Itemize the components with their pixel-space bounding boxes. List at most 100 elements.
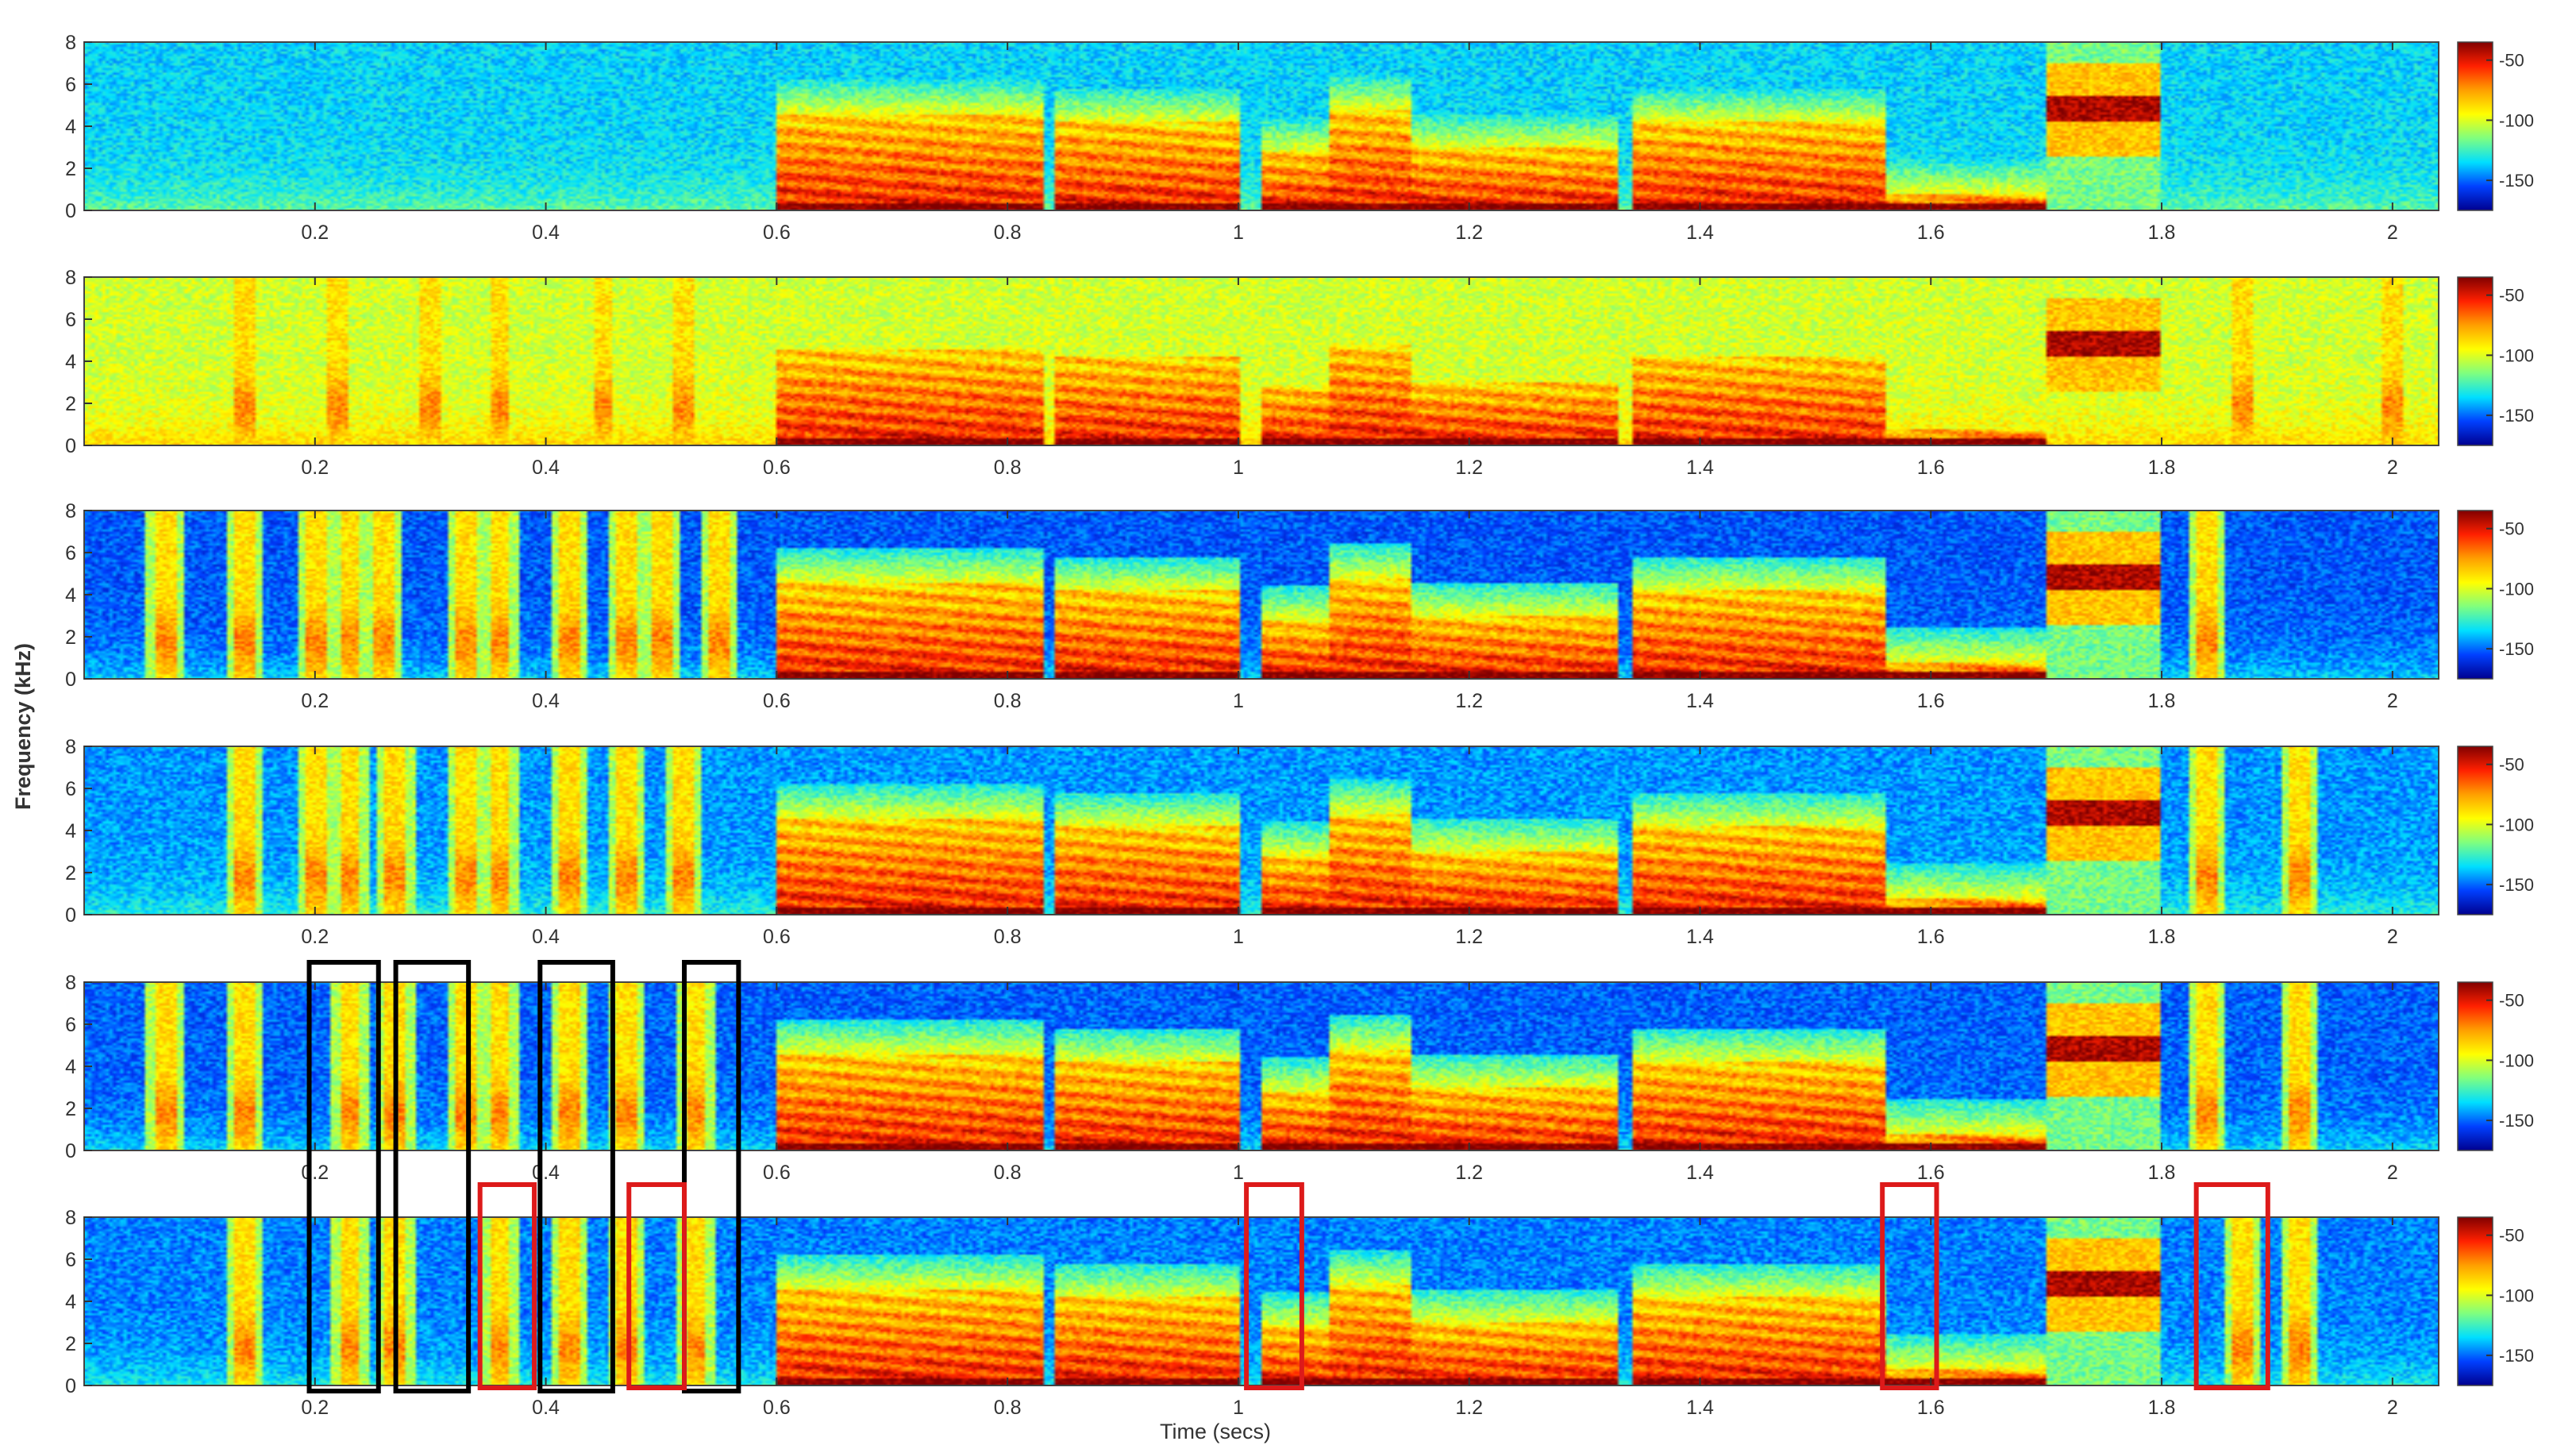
red-annotation-box (1244, 1182, 1304, 1390)
x-tick-label: 0.8 (994, 222, 1022, 244)
colorbar-tick-label: -50 (2499, 286, 2524, 306)
black-annotation-box (682, 960, 741, 1393)
x-tick-label: 1.8 (2148, 222, 2176, 244)
x-tick-label: 0.8 (994, 690, 1022, 712)
x-tick-label: 2 (2387, 1397, 2398, 1419)
x-tick-label: 0.2 (301, 1397, 329, 1419)
y-tick-label: 2 (65, 158, 76, 180)
spectrogram-panel-5: 0.2 0.4 0.6 0.8 1 1.2 1.4 1.6 1.8 2 0 2 4 6 8 -50 -100 -1… (65, 972, 2534, 1184)
y-tick-label: 2 (65, 626, 76, 649)
x-tick-label: 1.6 (1917, 690, 1945, 712)
x-tick-label: 1.2 (1455, 690, 1483, 712)
x-tick-label: 1.4 (1686, 222, 1714, 244)
red-annotation-box (626, 1182, 687, 1390)
y-tick-label: 6 (65, 1014, 76, 1036)
colorbar (2457, 276, 2493, 446)
colorbar (2457, 746, 2493, 915)
x-tick-label: 1.8 (2148, 457, 2176, 479)
y-tick-label: 8 (65, 1207, 76, 1229)
x-tick-label: 2 (2387, 1162, 2398, 1184)
colorbar-tick-label: -150 (2499, 406, 2534, 426)
colorbar-tick-label: -100 (2499, 110, 2534, 130)
x-tick-label: 1 (1233, 222, 1244, 244)
y-tick-label: 0 (65, 904, 76, 927)
x-tick-label: 0.4 (532, 457, 560, 479)
x-tick-label: 0.8 (994, 926, 1022, 948)
x-tick-label: 0.2 (301, 1162, 329, 1184)
y-tick-label: 8 (65, 972, 76, 994)
y-tick-label: 0 (65, 669, 76, 691)
spectrogram-heatmap (84, 511, 2439, 679)
spectrogram-heatmap (84, 982, 2439, 1150)
y-axis-label: Frequency (kHz) (11, 643, 35, 810)
colorbar-tick-label: -150 (2499, 875, 2534, 895)
x-tick-label: 1.6 (1917, 1162, 1945, 1184)
colorbar-tick-label: -50 (2499, 991, 2524, 1011)
x-tick-label: 1.6 (1917, 222, 1945, 244)
y-tick-label: 8 (65, 500, 76, 522)
x-tick-label: 2 (2387, 926, 2398, 948)
x-tick-label: 1.8 (2148, 1397, 2176, 1419)
red-annotation-box (1880, 1182, 1939, 1390)
x-tick-label: 0.4 (532, 222, 560, 244)
red-annotation-box (2193, 1182, 2270, 1390)
colorbar-tick-label: -50 (2499, 51, 2524, 71)
x-tick-label: 1.4 (1686, 1162, 1714, 1184)
colorbar (2457, 41, 2493, 211)
y-tick-label: 2 (65, 1333, 76, 1355)
y-tick-label: 0 (65, 1140, 76, 1162)
x-tick-label: 1.6 (1917, 457, 1945, 479)
y-tick-label: 4 (65, 1291, 76, 1313)
y-tick-label: 6 (65, 778, 76, 800)
y-tick-label: 0 (65, 1375, 76, 1397)
spectrogram-panel-1: 0.2 0.4 0.6 0.8 1 1.2 1.4 1.6 1.8 2 0 2 4 6 8 -50 -100 -1… (65, 32, 2534, 244)
x-tick-label: 0.2 (301, 926, 329, 948)
x-tick-label: 1 (1233, 457, 1244, 479)
x-tick-label: 0.4 (532, 1397, 560, 1419)
colorbar-tick-label: -100 (2499, 345, 2534, 365)
x-tick-label: 1.8 (2148, 926, 2176, 948)
x-tick-label: 0.8 (994, 1162, 1022, 1184)
spectrogram-panels: 0.2 0.4 0.6 0.8 1 1.2 1.4 1.6 1.8 2 0 2 4 6 8 -50 -100 -1… (65, 32, 2534, 1419)
colorbar (2457, 1216, 2493, 1386)
spectrogram-panel-2: 0.2 0.4 0.6 0.8 1 1.2 1.4 1.6 1.8 2 0 2 4 6 8 -50 -100 -1… (65, 267, 2534, 479)
y-tick-label: 6 (65, 309, 76, 331)
y-tick-label: 6 (65, 542, 76, 565)
spectrogram-panel-4: 0.2 0.4 0.6 0.8 1 1.2 1.4 1.6 1.8 2 0 2 4 6 8 -50 -100 -1… (65, 736, 2534, 948)
x-axis-label: Time (secs) (1160, 1420, 1271, 1443)
x-tick-label: 1 (1233, 926, 1244, 948)
x-tick-label: 0.6 (763, 222, 791, 244)
x-tick-label: 0.6 (763, 457, 791, 479)
colorbar (2457, 510, 2493, 680)
colorbar-tick-label: -50 (2499, 1226, 2524, 1246)
x-tick-label: 0.2 (301, 222, 329, 244)
x-tick-label: 2 (2387, 690, 2398, 712)
colorbar (2457, 981, 2493, 1151)
colorbar-tick-label: -100 (2499, 815, 2534, 834)
y-tick-label: 2 (65, 862, 76, 884)
colorbar-tick-label: -100 (2499, 1050, 2534, 1070)
colorbar-tick-label: -100 (2499, 579, 2534, 599)
spectrogram-heatmap (84, 277, 2439, 445)
y-tick-label: 6 (65, 74, 76, 96)
x-tick-label: 0.6 (763, 1162, 791, 1184)
colorbar-tick-label: -100 (2499, 1285, 2534, 1305)
x-tick-label: 1.2 (1455, 222, 1483, 244)
spectrogram-panel-6: 0.2 0.4 0.6 0.8 1 1.2 1.4 1.6 1.8 2 0 2 4 6 8 -50 -100 -1… (65, 1207, 2534, 1419)
x-tick-label: 2 (2387, 222, 2398, 244)
y-tick-label: 8 (65, 267, 76, 289)
x-tick-label: 1.8 (2148, 690, 2176, 712)
x-tick-label: 0.6 (763, 690, 791, 712)
x-tick-label: 1.4 (1686, 457, 1714, 479)
x-tick-label: 0.6 (763, 1397, 791, 1419)
y-tick-label: 2 (65, 1098, 76, 1120)
x-tick-label: 1.4 (1686, 926, 1714, 948)
y-tick-label: 6 (65, 1249, 76, 1271)
black-annotation-box (393, 960, 472, 1393)
colorbar-tick-label: -150 (2499, 1346, 2534, 1366)
colorbar-tick-label: -50 (2499, 519, 2524, 539)
x-tick-label: 1 (1233, 1162, 1244, 1184)
x-tick-label: 0.4 (532, 926, 560, 948)
x-tick-label: 1 (1233, 690, 1244, 712)
